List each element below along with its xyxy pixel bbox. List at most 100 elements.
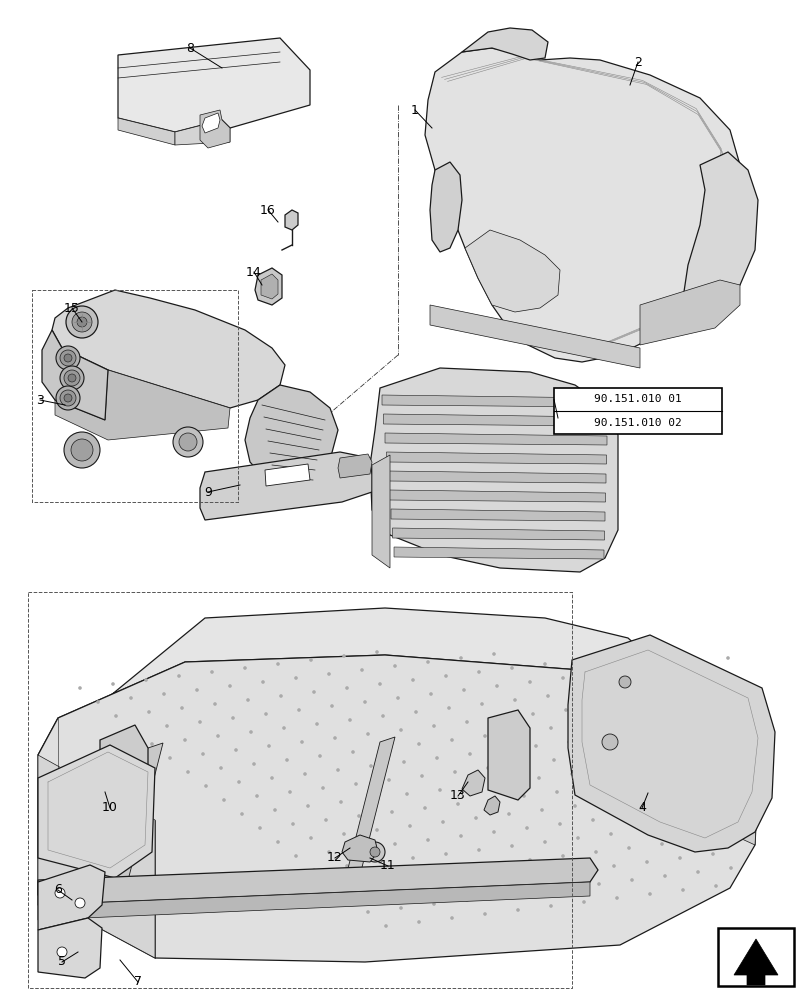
Polygon shape [384,433,607,445]
Circle shape [702,756,705,760]
Circle shape [399,728,402,732]
Circle shape [351,750,354,754]
Circle shape [474,816,477,820]
Circle shape [608,832,612,836]
Circle shape [180,706,183,710]
Circle shape [444,674,447,678]
Circle shape [341,654,345,658]
Circle shape [509,844,513,848]
Circle shape [539,808,543,812]
Circle shape [581,900,585,904]
Circle shape [234,748,238,752]
Circle shape [401,760,406,764]
Text: 14: 14 [246,265,262,278]
Polygon shape [681,152,757,318]
Circle shape [665,728,669,732]
Polygon shape [392,528,603,540]
Text: 4: 4 [637,801,645,814]
Circle shape [285,758,289,762]
Circle shape [459,834,462,838]
Circle shape [714,884,717,888]
Circle shape [615,896,618,900]
Circle shape [635,764,639,768]
Circle shape [647,714,651,718]
Circle shape [252,762,255,766]
Polygon shape [424,48,739,362]
Polygon shape [639,688,759,845]
Circle shape [576,658,579,662]
Circle shape [555,790,558,794]
Polygon shape [487,710,530,800]
Circle shape [390,810,393,814]
Circle shape [564,886,567,890]
Circle shape [168,756,172,760]
Circle shape [330,882,333,886]
Circle shape [509,666,513,670]
Circle shape [387,778,390,782]
Circle shape [321,786,324,790]
Circle shape [228,684,231,688]
Circle shape [210,670,213,674]
Circle shape [315,722,319,726]
Circle shape [686,774,690,778]
Circle shape [348,896,351,900]
Circle shape [620,782,624,786]
Circle shape [695,692,699,696]
Polygon shape [202,113,220,133]
Circle shape [530,890,534,894]
Circle shape [483,734,487,738]
Circle shape [177,674,181,678]
Polygon shape [391,509,604,521]
Polygon shape [383,414,607,426]
Circle shape [162,692,165,696]
Circle shape [423,806,427,810]
Circle shape [585,754,588,758]
Polygon shape [55,370,230,440]
Circle shape [596,882,600,886]
Polygon shape [389,490,605,502]
Circle shape [270,776,273,780]
Circle shape [633,732,636,736]
Circle shape [590,818,594,822]
Circle shape [447,706,450,710]
Circle shape [479,702,483,706]
Circle shape [363,878,367,882]
Circle shape [417,920,420,924]
Circle shape [186,770,190,774]
Circle shape [132,728,135,732]
Polygon shape [118,38,310,132]
Circle shape [201,752,204,756]
Circle shape [543,840,546,844]
Circle shape [546,872,549,876]
Circle shape [294,676,298,680]
Circle shape [222,798,225,802]
Circle shape [578,868,582,872]
Circle shape [587,786,591,790]
Circle shape [504,780,507,784]
Circle shape [698,724,702,728]
Text: 1: 1 [410,104,418,117]
Circle shape [500,748,504,752]
Circle shape [659,842,663,846]
Circle shape [429,692,432,696]
Circle shape [384,924,388,928]
Circle shape [399,906,402,910]
Circle shape [518,762,522,766]
Circle shape [431,902,436,906]
Circle shape [309,658,312,662]
Circle shape [366,910,369,914]
Circle shape [498,894,501,898]
Circle shape [72,312,92,332]
Circle shape [393,842,397,846]
Circle shape [693,660,696,664]
Circle shape [626,668,630,672]
Circle shape [543,662,546,666]
Circle shape [417,742,420,746]
Circle shape [336,768,339,772]
Polygon shape [100,725,148,835]
Polygon shape [430,162,461,252]
Circle shape [491,830,496,834]
Circle shape [348,718,351,722]
Circle shape [272,808,277,812]
Text: 9: 9 [204,486,212,498]
